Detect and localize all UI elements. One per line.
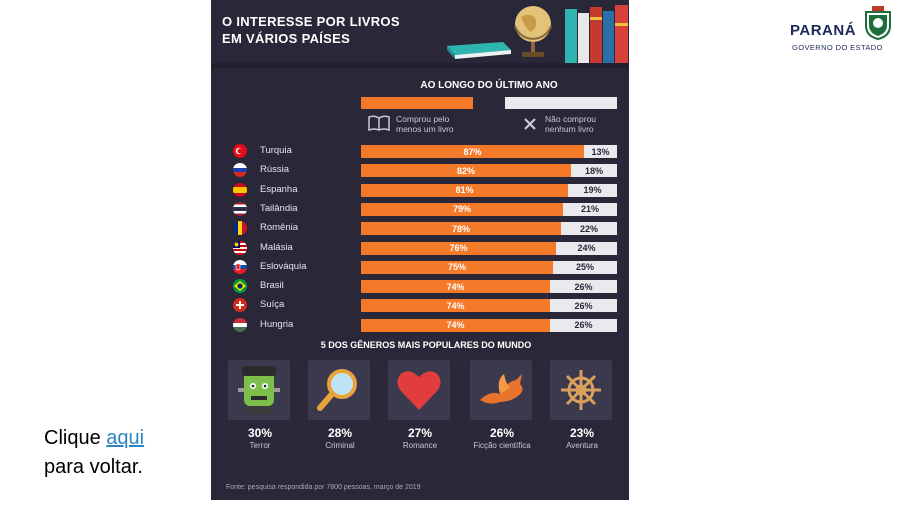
country-name: Romênia	[260, 222, 299, 234]
country-name: Eslováquia	[260, 260, 307, 272]
romania-flag-icon	[233, 221, 247, 236]
country-name: Turquia	[260, 145, 292, 156]
malaysia-flag-icon	[233, 240, 247, 255]
genre-name: Ficção científica	[473, 441, 531, 450]
country-name: Rússia	[260, 164, 290, 176]
country-row: Turquia 87% 13%	[211, 144, 629, 159]
parana-crest-icon	[865, 6, 891, 40]
country-row: Romênia 78% 22%	[211, 221, 629, 236]
heart-icon	[388, 360, 450, 420]
back-link[interactable]: aqui	[106, 427, 145, 449]
not-bought-bar: 26%	[550, 318, 617, 332]
period-title: AO LONGO DO ÚLTIMO ANO	[420, 80, 558, 91]
not-bought-bar: 13%	[584, 145, 617, 158]
country-row: Rússia 82% 18%	[211, 163, 629, 178]
genre-card: 23% Aventura	[550, 360, 614, 450]
header-separator	[211, 63, 629, 68]
not-bought-bar: 24%	[556, 241, 617, 255]
open-book-icon	[368, 115, 390, 131]
genre-percent: 27%	[407, 426, 433, 440]
bought-bar: 76%	[361, 241, 556, 255]
genre-name: Aventura	[566, 441, 598, 450]
bought-bar: 74%	[361, 318, 550, 332]
legend-bought-swatch	[361, 97, 473, 109]
cross-icon	[524, 118, 536, 130]
back-caption: Clique aqui para voltar.	[44, 424, 144, 482]
legend-not-bought-label: Não comprou nenhum livro	[545, 114, 597, 134]
dragon-icon	[470, 360, 532, 420]
bought-bar: 79%	[361, 202, 563, 216]
russia-flag-icon	[233, 163, 247, 178]
genre-card: 26% Ficção científica	[470, 360, 534, 450]
legend-not-bought-swatch	[505, 97, 617, 109]
not-bought-bar: 25%	[553, 260, 617, 274]
genre-percent: 26%	[489, 426, 515, 440]
country-name: Brasil	[260, 280, 284, 292]
not-bought-bar: 18%	[571, 164, 617, 178]
books-stack-icon	[565, 5, 628, 63]
spain-flag-icon	[233, 182, 247, 197]
infographic-panel: O INTERESSE POR LIVROS EM VÁRIOS PAÍSES …	[211, 0, 629, 500]
genre-percent: 28%	[327, 426, 353, 440]
genre-name: Criminal	[325, 441, 355, 450]
not-bought-bar: 26%	[550, 280, 617, 294]
bought-bar: 78%	[361, 222, 561, 236]
country-row: Malásia 76% 24%	[211, 240, 629, 256]
frankenstein-icon	[228, 360, 290, 420]
not-bought-bar: 19%	[568, 183, 617, 197]
genre-percent: 30%	[247, 426, 273, 440]
globe-icon	[514, 6, 552, 57]
genre-card: 27% Romance	[388, 360, 452, 450]
hungary-flag-icon	[233, 317, 247, 332]
switzerland-flag-icon	[233, 298, 247, 313]
bought-bar: 75%	[361, 260, 553, 274]
country-row: Tailândia 79% 21%	[211, 201, 629, 217]
country-name: Tailândia	[260, 202, 298, 214]
bought-bar: 82%	[361, 164, 571, 178]
genre-card: 30% Terror	[228, 360, 292, 450]
slovakia-flag-icon	[233, 259, 247, 274]
country-row: Eslováquia 75% 25%	[211, 259, 629, 275]
magnifier-icon	[308, 360, 370, 420]
thailand-flag-icon	[233, 201, 247, 216]
bought-bar: 74%	[361, 299, 550, 313]
country-row: Hungria 74% 26%	[211, 317, 629, 333]
book-illustration-icon	[447, 42, 511, 59]
brazil-flag-icon	[233, 279, 247, 294]
genres-title: 5 DOS GÊNEROS MAIS POPULARES DO MUNDO	[320, 340, 532, 350]
logo-subtitle: GOVERNO DO ESTADO	[792, 43, 883, 52]
country-row: Brasil 74% 26%	[211, 279, 629, 294]
logo-name: PARANÁ	[790, 22, 857, 39]
not-bought-bar: 22%	[561, 222, 617, 236]
genre-percent: 23%	[569, 426, 595, 440]
bought-bar: 81%	[361, 183, 568, 197]
country-row: Suíça 74% 26%	[211, 298, 629, 313]
country-name: Suíça	[260, 299, 285, 311]
not-bought-bar: 21%	[563, 202, 617, 216]
ship-wheel-icon	[550, 360, 612, 420]
bought-bar: 74%	[361, 280, 550, 294]
turkey-flag-icon	[233, 144, 247, 158]
genre-card: 28% Criminal	[308, 360, 372, 450]
country-name: Espanha	[260, 183, 298, 195]
parana-logo: PARANÁ GOVERNO DO ESTADO	[790, 6, 895, 54]
bought-bar: 87%	[361, 145, 584, 158]
country-row: Espanha 81% 19%	[211, 182, 629, 198]
infographic-title: O INTERESSE POR LIVROS EM VÁRIOS PAÍSES	[222, 14, 400, 46]
not-bought-bar: 26%	[550, 299, 617, 313]
country-name: Malásia	[260, 241, 293, 253]
source-note: Fonte: pesquisa respondida por 7800 pess…	[226, 484, 421, 491]
legend-bought-label: Comprou pelo menos um livro	[396, 114, 454, 134]
country-name: Hungria	[260, 318, 294, 330]
caption-prefix: Clique	[44, 427, 107, 449]
genre-name: Romance	[402, 441, 438, 450]
genre-name: Terror	[249, 441, 271, 450]
caption-suffix: para voltar.	[44, 456, 143, 478]
